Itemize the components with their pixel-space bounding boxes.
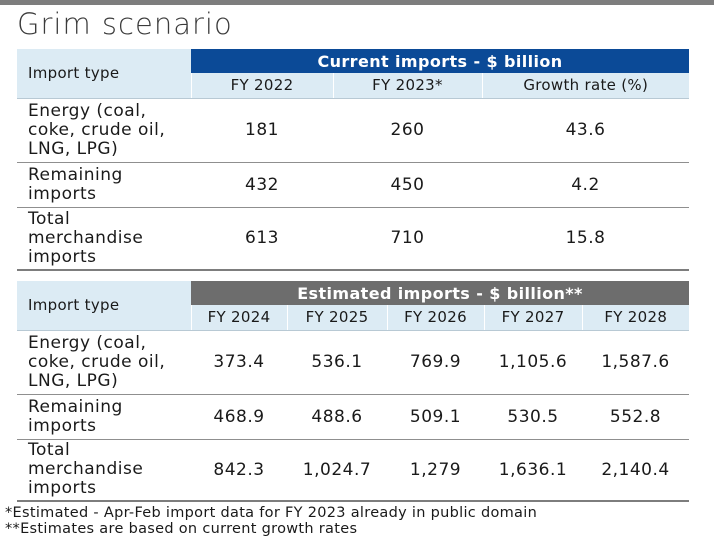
column-header: FY 2022 [190,73,333,99]
row-label: Total merchandise imports [17,207,191,271]
cell-value: 1,024.7 [287,439,387,502]
row-label: Total merchandise imports [17,439,191,502]
cell-value: 260 [333,98,482,163]
cell-value: 432 [191,162,333,208]
table-row: Energy (coal, coke, crude oil, LNG, LPG)… [17,98,689,163]
estimated-imports-banner: Estimated imports - $ billion** [191,281,690,305]
cell-value: 1,105.6 [484,330,582,395]
cell-value: 1,636.1 [484,439,582,502]
column-header: FY 2027 [483,305,582,331]
top-rule [0,0,714,5]
column-header: FY 2025 [286,305,387,331]
footnote: **Estimates are based on current growth … [5,521,358,536]
cell-value: 488.6 [287,394,387,440]
row-label: Remaining imports [17,162,191,208]
cell-value: 1,587.6 [582,330,690,395]
column-header: FY 2024 [190,305,287,331]
footnotes: *Estimated - Apr-Feb import data for FY … [5,505,537,536]
page-title: Grim scenario [17,7,233,41]
cell-value: 530.5 [484,394,582,440]
table-row: Total merchandise imports 613 710 15.8 [17,207,689,271]
cell-value: 1,279 [387,439,484,502]
cell-value: 552.8 [582,394,690,440]
column-header: FY 2023* [332,73,482,99]
cell-value: 450 [333,162,482,208]
import-type-header: Import type [17,49,191,99]
current-imports-table: Import type Current imports - $ billion … [17,49,689,271]
table-row: Energy (coal, coke, crude oil, LNG, LPG)… [17,330,690,395]
cell-value: 509.1 [387,394,484,440]
cell-value: 2,140.4 [582,439,690,502]
import-type-header: Import type [17,281,191,331]
row-label: Energy (coal, coke, crude oil, LNG, LPG) [17,98,191,163]
footnote: *Estimated - Apr-Feb import data for FY … [5,505,538,521]
column-header: FY 2026 [386,305,484,331]
column-header: FY 2028 [581,305,690,331]
cell-value: 536.1 [287,330,387,395]
cell-value: 710 [333,207,482,271]
cell-value: 613 [191,207,333,271]
cell-value: 181 [191,98,333,163]
table-row: Total merchandise imports 842.3 1,024.7 … [17,439,690,502]
cell-value: 373.4 [191,330,287,395]
column-header: Growth rate (%) [481,73,689,99]
cell-value: 15.8 [482,207,689,271]
cell-value: 842.3 [191,439,287,502]
cell-value: 468.9 [191,394,287,440]
table-row: Remaining imports 432 450 4.2 [17,162,689,208]
row-label: Energy (coal, coke, crude oil, LNG, LPG) [17,330,191,395]
estimated-imports-table: Import type Estimated imports - $ billio… [17,281,690,502]
current-imports-banner: Current imports - $ billion [191,49,689,73]
cell-value: 769.9 [387,330,484,395]
table-row: Remaining imports 468.9 488.6 509.1 530.… [17,394,690,440]
cell-value: 43.6 [482,98,689,163]
row-label: Remaining imports [17,394,191,440]
cell-value: 4.2 [482,162,689,208]
